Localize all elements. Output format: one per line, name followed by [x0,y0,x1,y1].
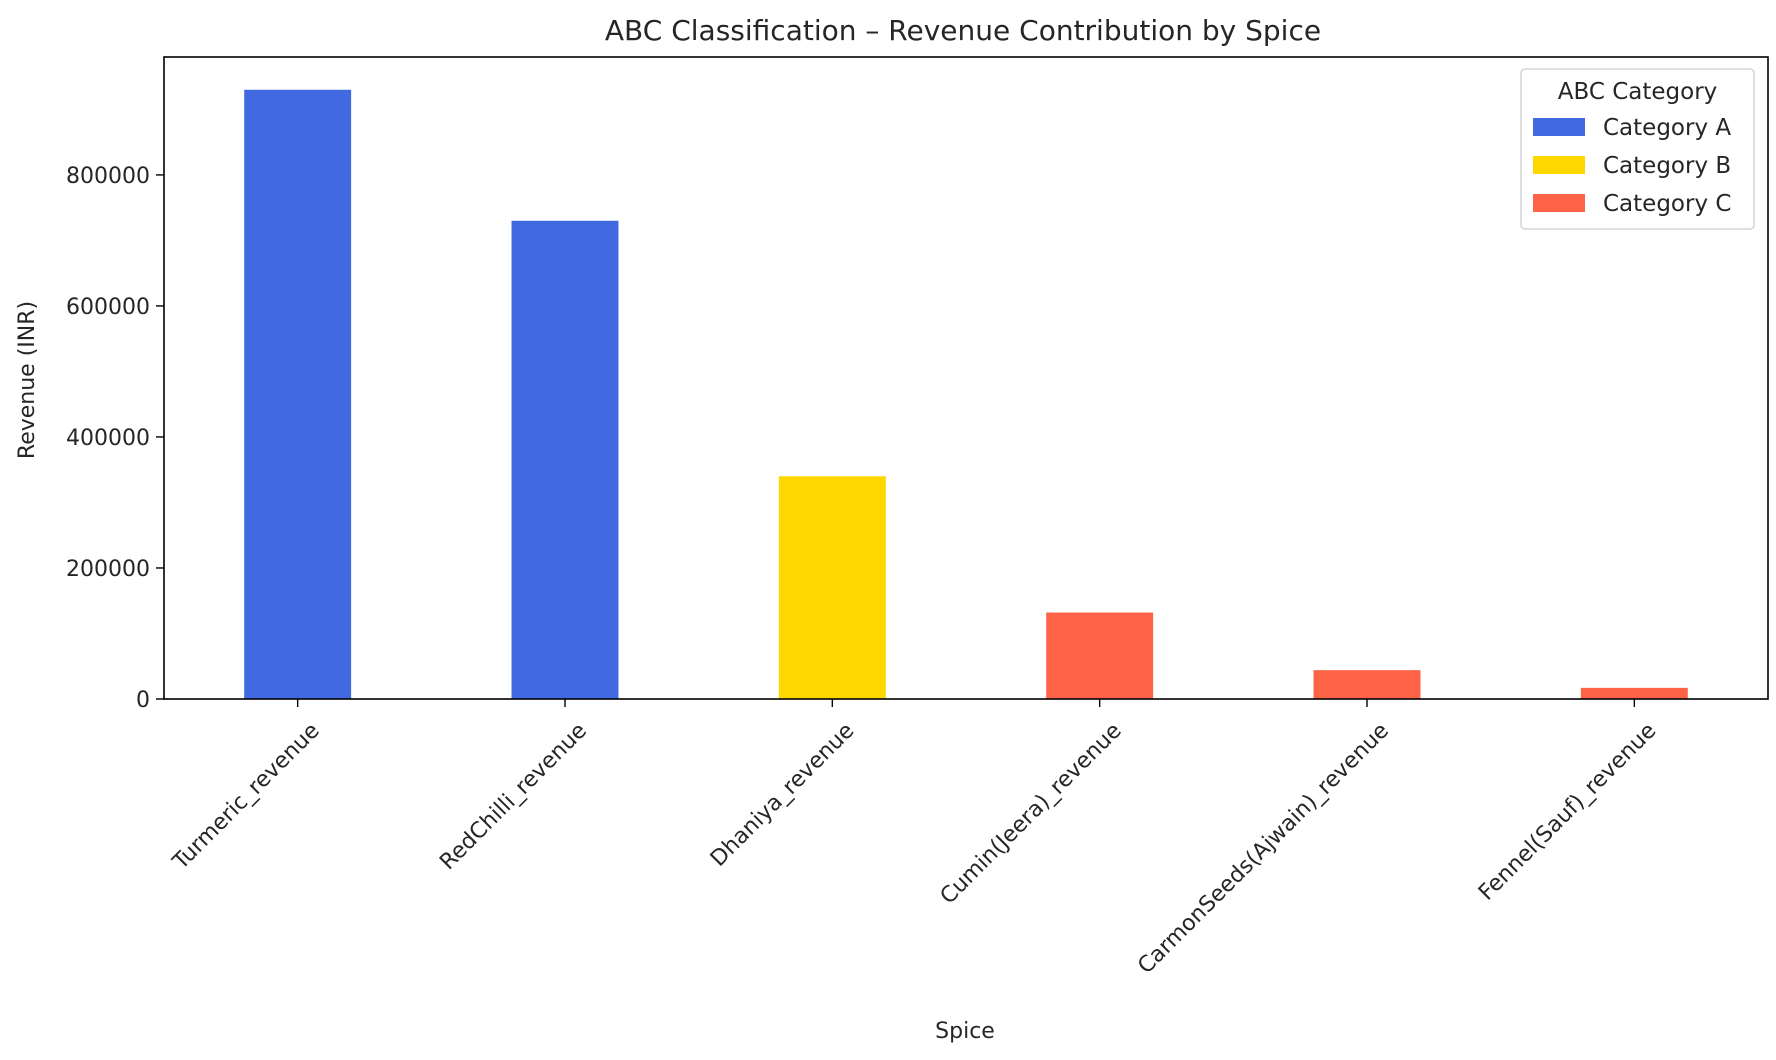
x-axis-label: Spice [935,1019,995,1044]
legend-label: Category B [1603,153,1731,179]
x-axis: Turmeric_revenue RedChilli_revenue Dhaniya… [168,699,1661,979]
legend-box [1520,68,1755,230]
plot-frame [163,56,1769,700]
legend-entries: Category A Category B Category C [1533,115,1731,217]
bar-fennel-sauf-revenue [1580,687,1688,699]
x-tick-label: CarmonSeeds(Ajwain)_revenue [1133,718,1394,979]
chart-title: ABC Classification – Revenue Contributio… [605,14,1321,47]
x-tick-label: Cumin(Jeera)_revenue [936,718,1127,909]
x-tick-label: Turmeric_revenue [168,718,325,875]
bar-redchilli-revenue [511,220,619,699]
bar-dhaniya-revenue [778,476,886,699]
y-axis-label: Revenue (INR) [15,301,40,459]
bar-turmeric-revenue [244,89,352,699]
legend-label: Category C [1603,191,1731,217]
y-tick-label: 600000 [66,295,150,320]
y-tick-label: 0 [136,688,150,713]
legend-swatch [1533,118,1585,136]
y-axis: 0 200000 400000 600000 800000 [66,164,164,713]
bar-cumin-jeera-revenue [1046,612,1154,699]
legend-swatch [1533,194,1585,212]
x-tick-label: Dhaniya_revenue [706,718,859,871]
x-tick-label: RedChilli_revenue [435,718,592,875]
legend-title: ABC Category [1558,79,1718,105]
y-tick-label: 400000 [66,426,150,451]
y-tick-label: 800000 [66,164,150,189]
y-tick-label: 200000 [66,557,150,582]
x-tick-label: Fennel(Sauf)_revenue [1474,718,1661,905]
bars-layer [244,89,1688,699]
legend-swatch [1533,156,1585,174]
legend-label: Category A [1603,115,1731,141]
bar-carmonseeds-ajwain-revenue [1313,670,1421,699]
